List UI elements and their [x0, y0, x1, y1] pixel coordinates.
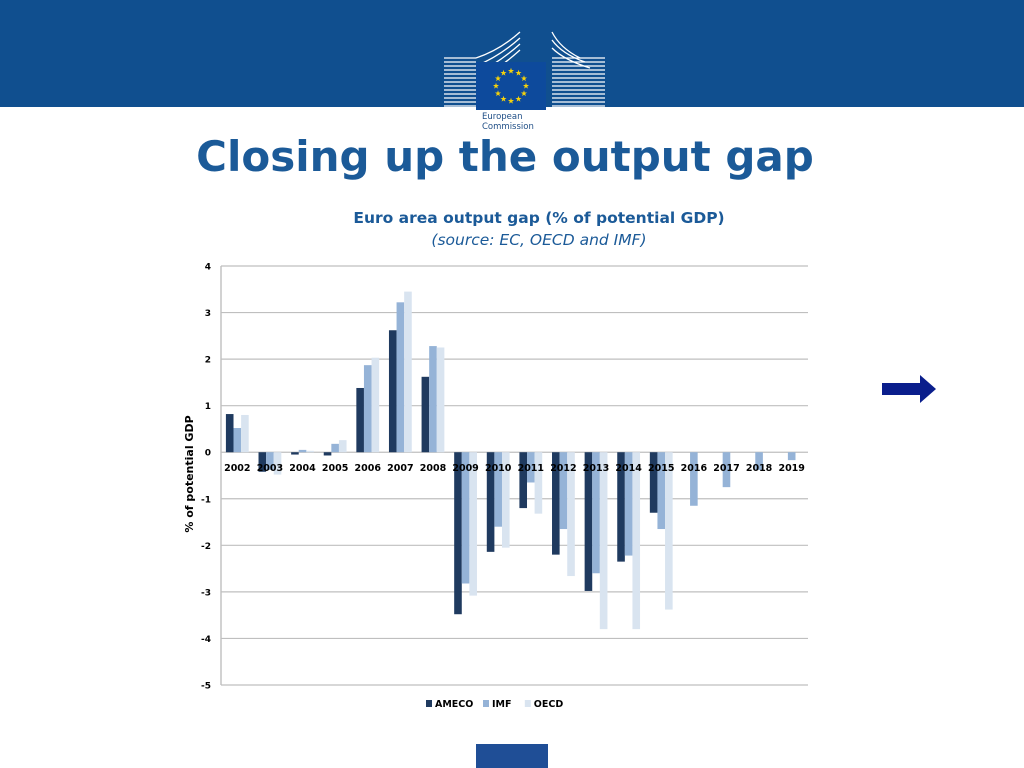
y-tick-label: 3: [205, 309, 211, 319]
y-tick-label: 4: [205, 263, 211, 273]
bar-ameco-2005: [323, 452, 332, 456]
x-tick-label: 2002: [224, 463, 250, 474]
x-tick-label: 2007: [387, 463, 413, 474]
bar-oecd-2005: [338, 440, 347, 453]
bar-imf-2010: [494, 452, 502, 527]
legend-label-oecd: OECD: [534, 699, 564, 710]
bar-imf-2006: [363, 365, 372, 453]
y-tick-label: 0: [205, 449, 211, 459]
x-tick-label: 2005: [322, 463, 348, 474]
legend-swatch-ameco: [426, 700, 432, 707]
y-tick-label: 2: [205, 356, 211, 366]
chart-subtitle: (source: EC, OECD and IMF): [431, 231, 647, 249]
bar-oecd-2002: [241, 414, 249, 453]
x-tick-label: 2011: [518, 463, 544, 474]
y-tick-label: 1: [205, 402, 211, 412]
bar-ameco-2004: [291, 452, 299, 455]
bar-imf-2002: [233, 428, 242, 453]
bar-imf-2005: [331, 443, 339, 453]
bar-imf-2019: [787, 452, 796, 461]
bar-ameco-2013: [584, 452, 593, 591]
legend-swatch-imf: [483, 700, 489, 707]
legend-label-imf: IMF: [492, 699, 511, 710]
bar-ameco-2006: [356, 387, 364, 453]
bar-imf-2008: [429, 346, 437, 453]
bar-oecd-2008: [436, 347, 445, 453]
bar-imf-2011: [527, 452, 535, 483]
bar-oecd-2003: [273, 452, 282, 475]
bar-imf-2004: [298, 449, 307, 453]
bottom-flag-icon: [476, 744, 548, 768]
y-tick-label: -4: [201, 635, 211, 645]
bar-imf-2014: [624, 452, 633, 556]
y-tick-label: -2: [201, 542, 211, 552]
legend-swatch-oecd: [524, 700, 531, 707]
logo-text-line2: Commission: [482, 122, 534, 132]
bar-ameco-2015: [649, 452, 658, 513]
slide-title: Closing up the output gap: [196, 132, 814, 181]
bar-imf-2007: [396, 302, 405, 453]
bar-oecd-2012: [567, 452, 575, 577]
bar-ameco-2014: [617, 452, 625, 562]
bar-imf-2012: [559, 452, 568, 530]
x-tick-label: 2019: [778, 463, 804, 474]
x-tick-label: 2016: [681, 463, 708, 474]
x-tick-labels: 2002 2003 2004 2005 2006 2007 2008 2009 2010 2011…: [224, 463, 805, 474]
european-commission-logo: European Commission: [440, 28, 610, 141]
bar-imf-2017: [722, 452, 731, 488]
x-tick-label: 2008: [420, 463, 447, 474]
bar-imf-2018: [755, 452, 763, 470]
bar-ameco-2007: [388, 330, 397, 453]
right-arrow-icon[interactable]: [882, 375, 936, 403]
bar-ameco-2010: [486, 452, 495, 552]
bar-oecd-2011: [534, 452, 543, 514]
chart-legend: AMECO IMF OECD: [426, 699, 563, 710]
bar-oecd-2004: [306, 450, 314, 453]
bar-oecd-2013: [599, 452, 608, 630]
output-gap-chart: 4 3 2 1 0 -1 -2 -3 -4 -5 2002 2003 2004 2005 2006 2007…: [183, 263, 808, 710]
bar-ameco-2002: [225, 414, 234, 453]
bar-oecd-2007: [404, 291, 412, 453]
bar-imf-2016: [690, 452, 698, 506]
y-tick-label: -1: [201, 495, 211, 505]
bar-oecd-2015: [665, 452, 673, 610]
bar-oecd-2010: [501, 452, 510, 548]
x-tick-label: 2003: [257, 463, 283, 474]
x-tick-label: 2015: [648, 463, 674, 474]
logo-text-line1: European: [482, 112, 523, 122]
x-tick-label: 2004: [289, 463, 316, 474]
bar-imf-2015: [657, 452, 666, 530]
x-tick-label: 2006: [355, 463, 382, 474]
y-tick-label: -3: [201, 588, 211, 598]
bar-imf-2013: [592, 452, 600, 574]
bar-ameco-2003: [258, 452, 267, 472]
x-tick-label: 2010: [485, 463, 512, 474]
bar-oecd-2006: [371, 357, 380, 453]
x-tick-label: 2018: [746, 463, 773, 474]
bar-ameco-2011: [519, 452, 528, 509]
y-axis-title: % of potential GDP: [183, 415, 196, 532]
x-tick-label: 2013: [583, 463, 609, 474]
bar-ameco-2012: [552, 452, 560, 555]
logo-text: European Commission: [478, 111, 546, 141]
chart-title: Euro area output gap (% of potential GDP…: [353, 209, 725, 227]
x-tick-label: 2009: [452, 463, 478, 474]
x-tick-label: 2014: [615, 463, 642, 474]
y-tick-label: -5: [201, 682, 211, 692]
bar-ameco-2008: [421, 376, 430, 453]
bar-imf-2009: [461, 452, 470, 584]
x-tick-label: 2012: [550, 463, 576, 474]
bar-ameco-2009: [454, 452, 462, 615]
bar-oecd-2014: [632, 452, 641, 630]
chart-grid: [220, 265, 808, 686]
legend-label-ameco: AMECO: [435, 699, 473, 710]
x-tick-label: 2017: [713, 463, 739, 474]
y-tick-labels: 4 3 2 1 0 -1 -2 -3 -4 -5: [201, 263, 211, 692]
bar-oecd-2009: [469, 452, 477, 596]
chart-bars: [225, 291, 796, 630]
bar-imf-2003: [266, 452, 274, 470]
